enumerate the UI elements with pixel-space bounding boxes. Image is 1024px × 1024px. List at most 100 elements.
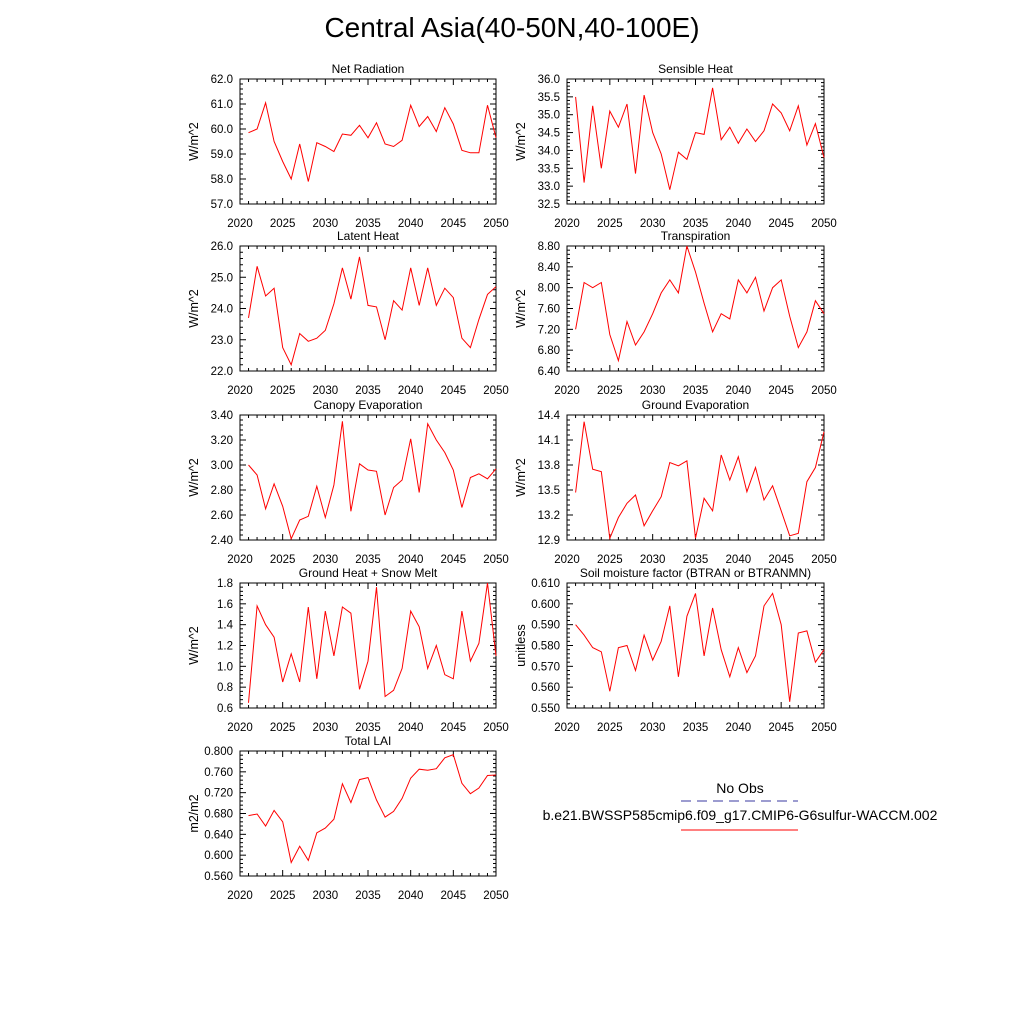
x-tick-label: 2050 [483, 722, 509, 734]
y-tick-label: 61.0 [211, 99, 233, 111]
y-tick-label: 2.80 [211, 485, 233, 497]
x-tick-label: 2035 [355, 890, 381, 902]
panel-title: Soil moisture factor (BTRAN or BTRANMN) [580, 566, 811, 580]
x-tick-label: 2050 [811, 554, 837, 566]
x-tick-label: 2020 [227, 385, 253, 397]
y-tick-label: 33.0 [538, 181, 560, 193]
y-tick-label: 1.2 [217, 641, 233, 653]
x-tick-label: 2025 [597, 722, 623, 734]
chart-panel-1: 2020 2025 2030 2035 2040 2045 2050 57.0 58.0 59.0… [187, 62, 509, 230]
x-tick-label: 2035 [683, 385, 709, 397]
x-tick-label: 2030 [640, 385, 666, 397]
y-tick-label: 7.60 [538, 304, 560, 316]
x-tick-label: 2040 [398, 890, 424, 902]
x-tick-label: 2050 [483, 890, 509, 902]
y-tick-label: 3.40 [211, 410, 233, 422]
plot-frame [239, 78, 497, 205]
x-tick-label: 2040 [726, 554, 752, 566]
x-tick-label: 2025 [597, 554, 623, 566]
panel-title: Ground Heat + Snow Melt [299, 566, 438, 580]
legend-obs-label: No Obs [716, 780, 764, 796]
series-line [248, 582, 497, 703]
x-tick-label: 2030 [640, 218, 666, 230]
y-tick-label: 34.5 [538, 128, 560, 140]
y-tick-label: 0.760 [204, 767, 233, 779]
x-tick-label: 2035 [355, 554, 381, 566]
chart-panel-8: 2020 2025 2030 2035 2040 2045 2050 0.550 0.560 0.… [514, 566, 837, 734]
x-tick-label: 2020 [554, 218, 580, 230]
x-tick-label: 2040 [398, 385, 424, 397]
y-tick-label: 33.5 [538, 163, 560, 175]
x-tick-label: 2020 [227, 722, 253, 734]
legend-model-label: b.e21.BWSSP585cmip6.f09_g17.CMIP6-G6sulf… [542, 807, 938, 823]
plot-frame [566, 414, 825, 541]
y-tick-label: 6.80 [538, 345, 560, 357]
y-axis-label: W/m^2 [187, 458, 201, 497]
y-axis-label: W/m^2 [187, 626, 201, 665]
y-tick-label: 3.20 [211, 435, 233, 447]
series-line [248, 753, 497, 864]
x-tick-label: 2030 [313, 722, 339, 734]
x-tick-label: 2050 [483, 385, 509, 397]
chart-panel-4: 2020 2025 2030 2035 2040 2045 2050 6.40 6.80 7.20… [514, 229, 837, 397]
x-tick-label: 2030 [640, 722, 666, 734]
plot-frame [566, 582, 825, 709]
x-tick-label: 2030 [313, 554, 339, 566]
x-tick-label: 2040 [398, 722, 424, 734]
y-tick-label: 34.0 [538, 145, 560, 157]
x-tick-label: 2040 [398, 218, 424, 230]
x-tick-label: 2045 [441, 218, 467, 230]
series-line [248, 100, 497, 182]
y-tick-label: 13.2 [538, 510, 560, 522]
y-tick-label: 57.0 [211, 199, 233, 211]
y-tick-label: 8.40 [538, 262, 560, 274]
chart-panel-7: 2020 2025 2030 2035 2040 2045 2050 0.6 0.8 1.0 1.2… [187, 566, 509, 734]
chart-panel-6: 2020 2025 2030 2035 2040 2045 2050 12.9 13.2 13.5… [514, 398, 837, 566]
x-tick-label: 2035 [683, 218, 709, 230]
y-tick-label: 26.0 [211, 241, 233, 253]
y-tick-label: 0.720 [204, 788, 233, 800]
y-axis-label: W/m^2 [514, 289, 528, 328]
y-tick-label: 0.600 [204, 850, 233, 862]
x-tick-label: 2030 [640, 554, 666, 566]
x-tick-label: 2045 [768, 385, 794, 397]
y-tick-label: 8.80 [538, 241, 560, 253]
x-tick-label: 2050 [483, 218, 509, 230]
y-tick-label: 0.600 [531, 599, 560, 611]
series-line [575, 245, 825, 363]
x-tick-label: 2025 [270, 218, 296, 230]
y-tick-label: 0.570 [531, 661, 560, 673]
y-tick-label: 0.580 [531, 641, 560, 653]
x-tick-label: 2025 [270, 554, 296, 566]
x-tick-label: 2035 [683, 554, 709, 566]
y-axis-label: W/m^2 [514, 458, 528, 497]
plot-frame [239, 414, 497, 541]
y-tick-label: 22.0 [211, 366, 233, 378]
y-tick-label: 23.0 [211, 335, 233, 347]
y-tick-label: 13.5 [538, 485, 560, 497]
x-tick-label: 2040 [398, 554, 424, 566]
x-tick-label: 2025 [270, 385, 296, 397]
x-tick-label: 2030 [313, 218, 339, 230]
y-tick-label: 0.610 [531, 578, 560, 590]
series-line [575, 421, 825, 541]
x-tick-label: 2035 [355, 385, 381, 397]
x-tick-label: 2050 [811, 385, 837, 397]
series-line [575, 592, 825, 702]
y-axis-label: W/m^2 [187, 122, 201, 161]
chart-panel-3: 2020 2025 2030 2035 2040 2045 2050 22.0 23.0 24.0… [187, 229, 509, 397]
y-tick-label: 59.0 [211, 149, 233, 161]
x-tick-label: 2045 [768, 218, 794, 230]
x-tick-label: 2030 [313, 385, 339, 397]
y-tick-label: 0.680 [204, 809, 233, 821]
y-tick-label: 0.560 [204, 871, 233, 883]
x-tick-label: 2040 [726, 385, 752, 397]
y-tick-label: 36.0 [538, 74, 560, 86]
page-title: Central Asia(40-50N,40-100E) [324, 12, 700, 43]
y-tick-label: 58.0 [211, 174, 233, 186]
x-tick-label: 2020 [554, 722, 580, 734]
x-tick-label: 2045 [441, 385, 467, 397]
y-tick-label: 3.00 [211, 460, 233, 472]
x-tick-label: 2040 [726, 218, 752, 230]
chart-panel-9: 2020 2025 2030 2035 2040 2045 2050 0.560 0.600 0.… [187, 734, 509, 902]
